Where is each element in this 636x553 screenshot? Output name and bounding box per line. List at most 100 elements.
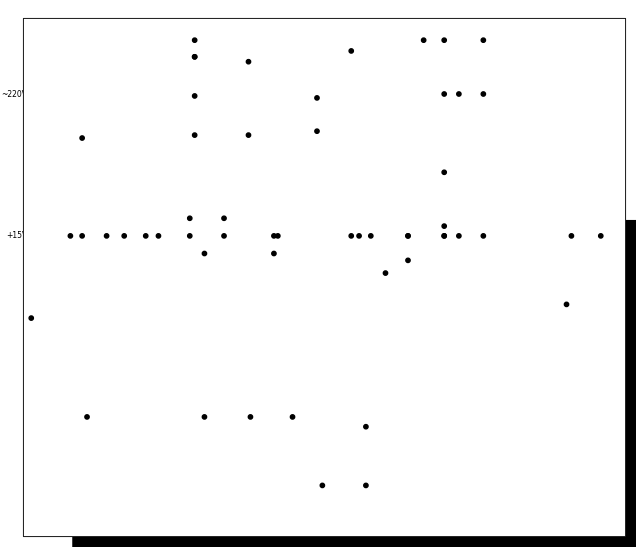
Text: $R_{17}$: $R_{17}$ bbox=[64, 455, 77, 467]
Circle shape bbox=[80, 136, 85, 140]
Text: $VT_1$: $VT_1$ bbox=[300, 34, 315, 46]
Text: $A_4$: $A_4$ bbox=[410, 284, 422, 296]
Circle shape bbox=[481, 38, 485, 43]
Text: $10\mu F$: $10\mu F$ bbox=[175, 461, 193, 471]
Text: $100\Omega$: $100\Omega$ bbox=[326, 54, 347, 63]
Circle shape bbox=[364, 425, 368, 429]
Bar bbox=[225, 398, 252, 406]
Text: $10k\Omega$: $10k\Omega$ bbox=[153, 321, 172, 331]
Bar bbox=[347, 189, 355, 206]
Bar bbox=[155, 314, 170, 322]
Circle shape bbox=[291, 415, 294, 419]
Text: $R_{13}$: $R_{13}$ bbox=[493, 56, 507, 69]
Bar bbox=[440, 56, 448, 78]
Circle shape bbox=[188, 216, 192, 221]
Circle shape bbox=[481, 234, 485, 238]
Text: $VT_5$: $VT_5$ bbox=[187, 341, 202, 354]
Bar bbox=[102, 252, 111, 274]
Text: 1: 1 bbox=[412, 268, 419, 278]
Text: 3: 3 bbox=[523, 204, 527, 213]
Circle shape bbox=[144, 234, 148, 238]
Circle shape bbox=[222, 234, 226, 238]
Text: +15V: +15V bbox=[102, 409, 121, 415]
Circle shape bbox=[442, 234, 446, 238]
Circle shape bbox=[29, 316, 34, 320]
Bar bbox=[142, 252, 149, 274]
Text: 6: 6 bbox=[291, 231, 296, 241]
Circle shape bbox=[275, 234, 280, 238]
Circle shape bbox=[193, 94, 197, 98]
Text: $1.2V$: $1.2V$ bbox=[260, 456, 277, 464]
Text: $R_3$: $R_3$ bbox=[331, 37, 342, 49]
Text: $1.5k\Omega$: $1.5k\Omega$ bbox=[361, 199, 384, 207]
Circle shape bbox=[442, 170, 446, 174]
Text: $5.6k\Omega$: $5.6k\Omega$ bbox=[493, 69, 515, 77]
Circle shape bbox=[349, 234, 354, 238]
Circle shape bbox=[406, 234, 410, 238]
Text: $VD_5$: $VD_5$ bbox=[400, 32, 416, 44]
Text: 1000$\mu$F: 1000$\mu$F bbox=[33, 253, 59, 262]
Text: 1N4753: 1N4753 bbox=[280, 151, 305, 156]
Circle shape bbox=[246, 60, 251, 64]
Circle shape bbox=[222, 216, 226, 221]
Polygon shape bbox=[293, 402, 340, 451]
Circle shape bbox=[188, 234, 192, 238]
Circle shape bbox=[442, 224, 446, 228]
Text: $15k\Omega$: $15k\Omega$ bbox=[167, 420, 188, 429]
Text: $2.2k\Omega$: $2.2k\Omega$ bbox=[204, 92, 226, 101]
Circle shape bbox=[193, 55, 197, 59]
Circle shape bbox=[422, 38, 426, 43]
Text: 3DK9: 3DK9 bbox=[226, 51, 245, 57]
Circle shape bbox=[481, 92, 485, 96]
Circle shape bbox=[29, 55, 34, 59]
Text: 8: 8 bbox=[291, 200, 295, 209]
Bar bbox=[563, 326, 570, 336]
Text: $-$: $-$ bbox=[305, 431, 315, 441]
Text: 2: 2 bbox=[291, 249, 295, 258]
Text: $R_7$: $R_7$ bbox=[156, 252, 166, 264]
Circle shape bbox=[364, 483, 368, 488]
Text: 1000: 1000 bbox=[164, 126, 182, 132]
Circle shape bbox=[357, 234, 361, 238]
Polygon shape bbox=[75, 216, 89, 228]
Circle shape bbox=[248, 415, 252, 419]
Circle shape bbox=[202, 415, 207, 419]
Text: $R_{14}$: $R_{14}$ bbox=[170, 403, 184, 415]
Text: 4: 4 bbox=[349, 200, 354, 209]
Bar bbox=[242, 215, 267, 222]
Text: $A_2$: $A_2$ bbox=[53, 328, 64, 341]
Polygon shape bbox=[402, 46, 414, 56]
Circle shape bbox=[564, 302, 569, 306]
Circle shape bbox=[193, 55, 197, 59]
Text: $A_3$: $A_3$ bbox=[104, 328, 115, 341]
Polygon shape bbox=[244, 446, 258, 458]
Text: 5: 5 bbox=[523, 256, 527, 265]
Text: $C_2$: $C_2$ bbox=[168, 117, 178, 129]
Text: 3DK9: 3DK9 bbox=[185, 354, 204, 360]
Text: $R_P$: $R_P$ bbox=[454, 188, 464, 201]
Bar bbox=[186, 249, 194, 267]
Bar bbox=[400, 262, 431, 284]
Text: $22k\Omega$: $22k\Omega$ bbox=[200, 259, 219, 268]
Text: $470\Omega$: $470\Omega$ bbox=[454, 69, 474, 77]
Circle shape bbox=[442, 92, 446, 96]
Text: $\bigoplus$: $\bigoplus$ bbox=[135, 89, 158, 113]
Text: $2.2M\Omega$: $2.2M\Omega$ bbox=[227, 390, 251, 399]
Text: $R_{11}$: $R_{11}$ bbox=[156, 304, 169, 316]
Text: 7: 7 bbox=[291, 214, 296, 223]
Text: $VT_3$: $VT_3$ bbox=[228, 58, 243, 70]
Circle shape bbox=[315, 129, 319, 133]
Circle shape bbox=[193, 133, 197, 137]
Polygon shape bbox=[289, 126, 300, 136]
Circle shape bbox=[156, 234, 161, 238]
Circle shape bbox=[68, 234, 73, 238]
Bar bbox=[191, 80, 198, 102]
Text: $R_2$: $R_2$ bbox=[204, 80, 214, 92]
Circle shape bbox=[457, 92, 461, 96]
Circle shape bbox=[202, 252, 207, 255]
Text: $VD_7$: $VD_7$ bbox=[285, 140, 300, 150]
Text: $R_9$: $R_9$ bbox=[200, 247, 210, 259]
Text: $\mu F$: $\mu F$ bbox=[169, 257, 178, 266]
Text: 4: 4 bbox=[605, 256, 611, 265]
Text: 池: 池 bbox=[585, 37, 591, 47]
